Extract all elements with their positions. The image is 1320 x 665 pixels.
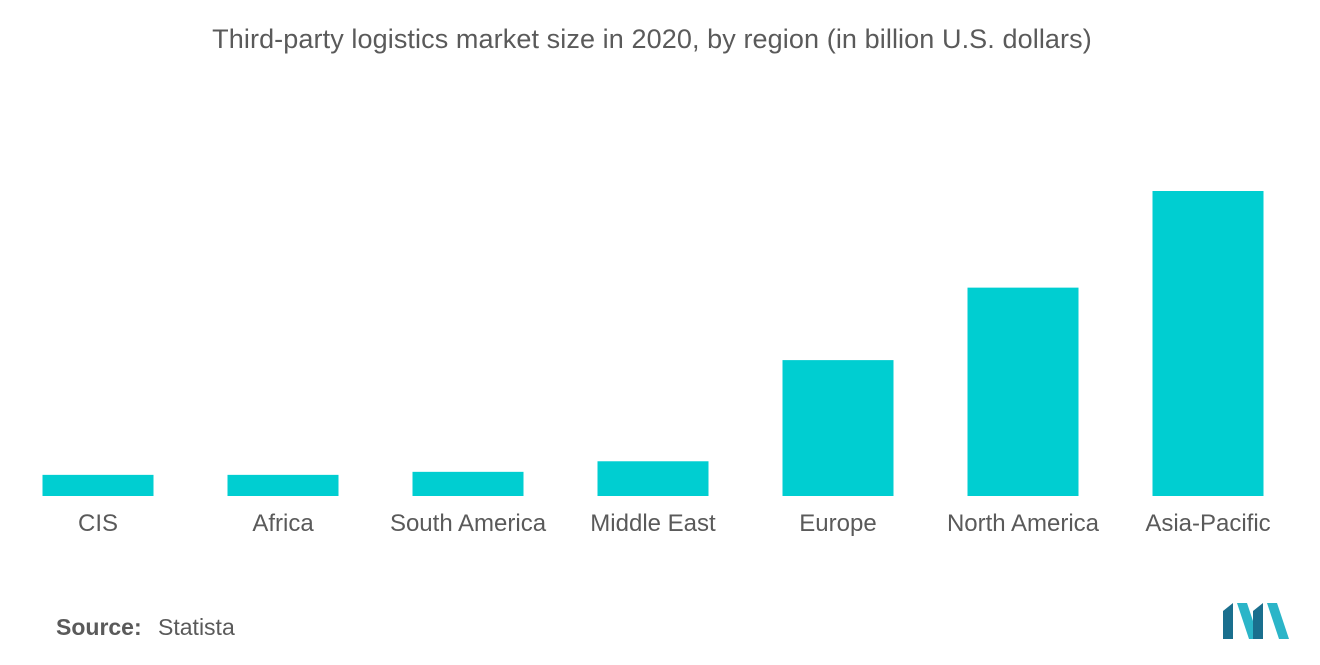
x-tick-label: Europe [799,510,876,537]
bar-europe [782,360,894,496]
x-tick-label: South America [390,510,547,537]
bar-cis [42,474,154,496]
brand-logo-icon [1223,603,1289,639]
x-tick-label: Africa [252,510,314,537]
bar-north-america [967,287,1079,496]
source-label: Source: [56,614,142,640]
source-value: Statista [158,614,235,640]
bar-asia-pacific [1152,191,1264,496]
bar-africa [227,474,339,496]
x-tick-label: Asia-Pacific [1145,510,1270,537]
x-tick-label: Middle East [590,510,716,537]
bars-layer [42,191,1264,496]
bar-middle-east [597,461,709,496]
x-tick-label: CIS [78,510,118,537]
category-labels: CIS Africa South America Middle East Europe N… [78,510,1271,537]
bar-south-america [412,471,524,496]
source-line: Source: Statista [56,614,235,641]
chart-title: Third-party logistics market size in 202… [212,24,1092,54]
x-tick-label: North America [947,510,1100,537]
